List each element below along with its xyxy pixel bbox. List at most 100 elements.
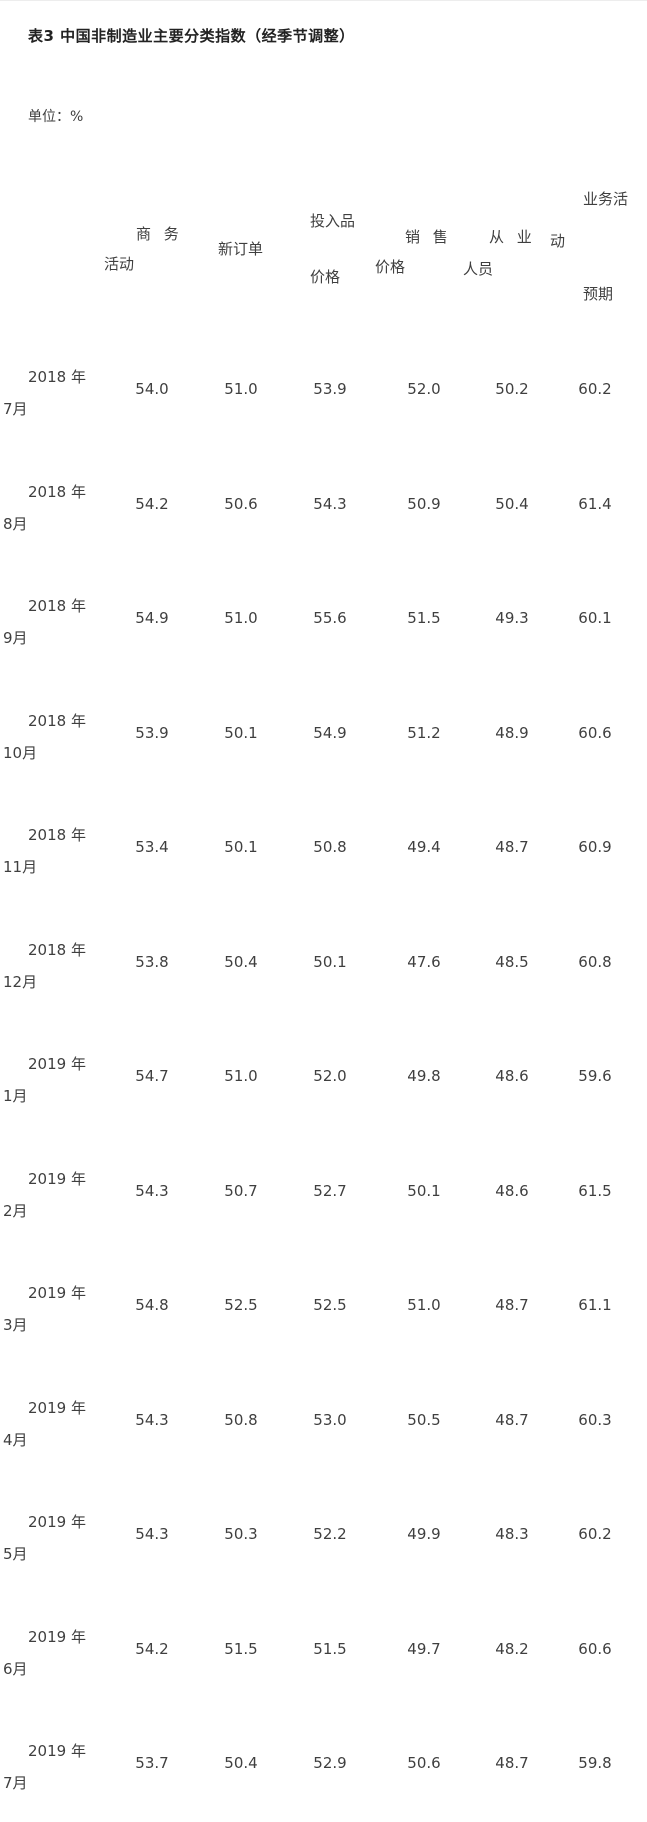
row-period-month: 9月	[3, 629, 28, 647]
index-value-cell: 48.3	[495, 1525, 529, 1543]
index-value-cell: 54.2	[135, 1640, 169, 1658]
index-value-cell: 53.0	[313, 1411, 347, 1429]
column-header-new-orders: 新订单	[218, 240, 264, 258]
index-value-cell: 49.3	[495, 609, 529, 627]
index-value-cell: 49.4	[407, 838, 441, 856]
row-period-month: 4月	[3, 1431, 28, 1449]
row-period-year: 2018 年	[28, 712, 86, 730]
column-header-input-prices-line2: 价格	[310, 268, 341, 286]
index-value-cell: 52.2	[313, 1525, 347, 1543]
index-value-cell: 49.9	[407, 1525, 441, 1543]
unit-label: 单位：%	[28, 109, 84, 125]
index-value-cell: 53.9	[313, 380, 347, 398]
index-value-cell: 52.7	[313, 1182, 347, 1200]
index-value-cell: 60.3	[578, 1411, 612, 1429]
index-value-cell: 54.3	[313, 495, 347, 513]
row-period-month: 10月	[3, 744, 38, 762]
row-period-month: 2月	[3, 1202, 28, 1220]
index-value-cell: 50.8	[313, 838, 347, 856]
index-value-cell: 50.1	[407, 1182, 441, 1200]
index-value-cell: 60.2	[578, 380, 612, 398]
row-period-year: 2019 年	[28, 1628, 86, 1646]
table-row: 2018 年 11月 53.4 50.1 50.8 49.4 48.7 60.9	[0, 793, 647, 907]
row-period-month: 7月	[3, 1774, 28, 1792]
index-value-cell: 61.5	[578, 1182, 612, 1200]
index-value-cell: 50.4	[224, 1754, 258, 1772]
index-value-cell: 50.6	[407, 1754, 441, 1772]
table-row: 2019 年 3月 54.8 52.5 52.5 51.0 48.7 61.1	[0, 1251, 647, 1365]
row-period-year: 2018 年	[28, 368, 86, 386]
index-value-cell: 48.7	[495, 838, 529, 856]
index-value-cell: 61.1	[578, 1296, 612, 1314]
column-header-expectation-line1: 业务活	[583, 190, 629, 208]
index-value-cell: 52.5	[224, 1296, 258, 1314]
index-value-cell: 54.9	[135, 609, 169, 627]
index-value-cell: 52.9	[313, 1754, 347, 1772]
index-value-cell: 50.8	[224, 1411, 258, 1429]
table-row: 2018 年 12月 53.8 50.4 50.1 47.6 48.5 60.8	[0, 908, 647, 1022]
index-value-cell: 52.5	[313, 1296, 347, 1314]
row-period-year: 2019 年	[28, 1399, 86, 1417]
column-header-expectation-line3: 预期	[583, 285, 614, 303]
column-header-input-prices-line1: 投入品	[310, 212, 356, 230]
index-value-cell: 60.1	[578, 609, 612, 627]
table-row: 2019 年 2月 54.3 50.7 52.7 50.1 48.6 61.5	[0, 1137, 647, 1251]
index-value-cell: 48.7	[495, 1411, 529, 1429]
column-header-sales-prices-line1: 销 售	[405, 228, 448, 246]
table-row: 2018 年 10月 53.9 50.1 54.9 51.2 48.9 60.6	[0, 679, 647, 793]
index-value-cell: 60.6	[578, 724, 612, 742]
index-value-cell: 51.5	[313, 1640, 347, 1658]
row-period-month: 3月	[3, 1316, 28, 1334]
index-value-cell: 50.5	[407, 1411, 441, 1429]
index-value-cell: 52.0	[407, 380, 441, 398]
table-row: 2019 年 1月 54.7 51.0 52.0 49.8 48.6 59.6	[0, 1022, 647, 1136]
index-value-cell: 59.6	[578, 1067, 612, 1085]
index-value-cell: 53.7	[135, 1754, 169, 1772]
index-value-cell: 50.9	[407, 495, 441, 513]
index-value-cell: 60.2	[578, 1525, 612, 1543]
index-value-cell: 51.2	[407, 724, 441, 742]
index-value-cell: 53.9	[135, 724, 169, 742]
table-row: 2019 年 6月 54.2 51.5 51.5 49.7 48.2 60.6	[0, 1595, 647, 1709]
index-value-cell: 48.5	[495, 953, 529, 971]
index-value-cell: 50.1	[313, 953, 347, 971]
index-value-cell: 54.0	[135, 380, 169, 398]
row-period-month: 6月	[3, 1660, 28, 1678]
index-value-cell: 51.0	[224, 1067, 258, 1085]
column-header-expectation-line2: 动	[550, 232, 566, 250]
index-value-cell: 51.0	[224, 380, 258, 398]
index-value-cell: 60.6	[578, 1640, 612, 1658]
row-period-year: 2019 年	[28, 1055, 86, 1073]
index-value-cell: 49.7	[407, 1640, 441, 1658]
index-value-cell: 50.3	[224, 1525, 258, 1543]
index-value-cell: 54.9	[313, 724, 347, 742]
row-period-year: 2018 年	[28, 941, 86, 959]
index-value-cell: 54.7	[135, 1067, 169, 1085]
row-period-year: 2019 年	[28, 1284, 86, 1302]
table-row: 2018 年 7月 54.0 51.0 53.9 52.0 50.2 60.2	[0, 335, 647, 449]
row-period-year: 2019 年	[28, 1170, 86, 1188]
row-period-month: 5月	[3, 1545, 28, 1563]
index-value-cell: 61.4	[578, 495, 612, 513]
column-header-employment-line2: 人员	[463, 260, 494, 278]
index-value-cell: 50.2	[495, 380, 529, 398]
index-value-cell: 52.0	[313, 1067, 347, 1085]
table-row: 2019 年 7月 53.7 50.4 52.9 50.6 48.7 59.8	[0, 1709, 647, 1822]
index-value-cell: 50.1	[224, 724, 258, 742]
index-value-cell: 54.8	[135, 1296, 169, 1314]
row-period-year: 2018 年	[28, 483, 86, 501]
index-value-cell: 50.1	[224, 838, 258, 856]
index-value-cell: 60.8	[578, 953, 612, 971]
index-value-cell: 60.9	[578, 838, 612, 856]
index-value-cell: 47.6	[407, 953, 441, 971]
table-row: 2019 年 4月 54.3 50.8 53.0 50.5 48.7 60.3	[0, 1366, 647, 1480]
index-value-cell: 50.7	[224, 1182, 258, 1200]
index-value-cell: 55.6	[313, 609, 347, 627]
index-value-cell: 50.4	[495, 495, 529, 513]
index-value-cell: 51.5	[224, 1640, 258, 1658]
row-period-month: 1月	[3, 1087, 28, 1105]
index-value-cell: 54.3	[135, 1411, 169, 1429]
index-value-cell: 54.2	[135, 495, 169, 513]
index-value-cell: 48.6	[495, 1182, 529, 1200]
table-row: 2018 年 9月 54.9 51.0 55.6 51.5 49.3 60.1	[0, 564, 647, 678]
